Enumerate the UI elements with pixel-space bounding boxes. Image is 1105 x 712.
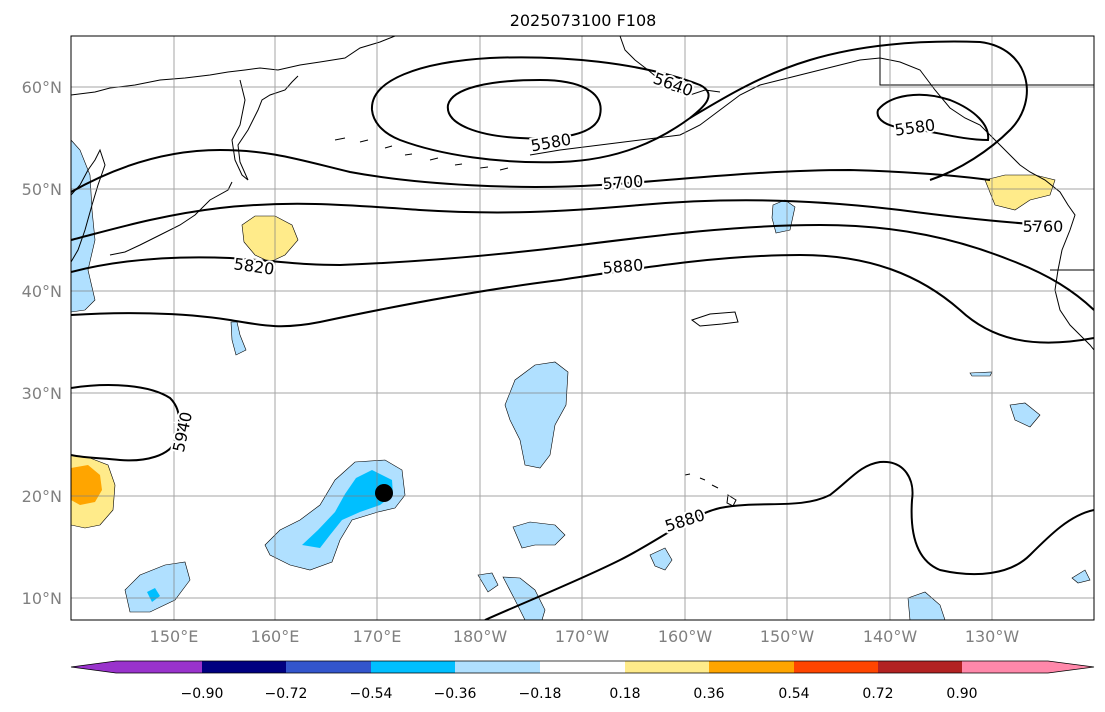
bc-coast	[989, 134, 1094, 351]
neg-anomaly-east-3	[1071, 569, 1091, 584]
contour-5580-east	[876, 93, 990, 142]
lon-axis-labels: 150°E 160°E 170°E 180°W 170°W 160°W 150°…	[150, 627, 1020, 646]
kamchatka	[231, 75, 299, 181]
alaska-mainland	[619, 36, 721, 96]
asia-coast	[71, 36, 396, 96]
colorbar-cell	[116, 661, 202, 673]
colorbar-tick-label: 0.36	[693, 686, 724, 702]
coastlines	[71, 36, 1094, 507]
lon-label-130w: 130°W	[965, 627, 1020, 646]
neg-anomaly-east-4	[969, 371, 993, 377]
colorbar-tick-labels: −0.90 −0.72 −0.54 −0.36 −0.18 0.18 0.36 …	[181, 686, 978, 702]
aleutian-islands	[334, 137, 509, 171]
pos-anomaly-gulf	[984, 174, 1056, 211]
lat-label-20: 20°N	[22, 487, 62, 506]
map-title: 2025073100 F108	[510, 11, 657, 30]
lon-label-180w: 180°W	[453, 627, 508, 646]
lon-label-170e: 170°E	[353, 627, 402, 646]
contour-5700	[71, 148, 991, 193]
colorbar-tick-label: −0.54	[350, 686, 393, 702]
colorbar-outline	[70, 660, 1095, 674]
colorbar-cells	[70, 660, 1095, 674]
colorbar-tick-label: 0.18	[609, 686, 640, 702]
hawaii	[684, 473, 737, 507]
contour-label-5760: 5760	[1023, 217, 1064, 236]
contour-5880-south	[484, 460, 1094, 620]
colorbar-cell	[1048, 661, 1094, 673]
colorbar-tick-label: −0.72	[265, 686, 308, 702]
colorbar-tick-label: −0.36	[434, 686, 477, 702]
storm-center-dot	[375, 484, 393, 502]
colorbar-tick-label: −0.90	[181, 686, 224, 702]
lon-label-160e: 160°E	[251, 627, 300, 646]
neg-anomaly-south-5	[649, 547, 673, 571]
colorbar-tick-label: 0.72	[862, 686, 893, 702]
lat-label-10: 10°N	[22, 589, 62, 608]
midway	[690, 311, 739, 327]
contour-5760	[71, 199, 1046, 241]
gridlines	[71, 36, 1094, 620]
neg-anomaly-south-2	[512, 521, 566, 549]
contour-5940	[71, 384, 181, 462]
lon-label-170w: 170°W	[555, 627, 610, 646]
lat-label-50: 50°N	[22, 180, 62, 199]
lon-label-150w: 150°W	[760, 627, 815, 646]
contour-5820	[71, 223, 1094, 311]
colorbar: −0.90 −0.72 −0.54 −0.36 −0.18 0.18 0.36 …	[70, 660, 1095, 702]
colorbar-cell	[794, 661, 878, 673]
contour-label-5700: 5700	[602, 172, 644, 194]
contour-5640-east	[689, 40, 1028, 181]
lon-label-160w: 160°W	[658, 627, 713, 646]
lat-label-30: 30°N	[22, 384, 62, 403]
contour-label-5880-north: 5880	[602, 255, 644, 277]
lon-label-140w: 140°W	[863, 627, 918, 646]
colorbar-cell	[540, 661, 625, 673]
colorbar-tick-label: 0.90	[946, 686, 977, 702]
lat-axis-labels: 10°N 20°N 30°N 40°N 50°N 60°N	[22, 78, 62, 608]
map-area: 5640 5580 5580 5700 5760 5820 5880 5880 …	[71, 36, 1094, 620]
lat-label-60: 60°N	[22, 78, 62, 97]
contour-label-5580-low: 5580	[529, 130, 572, 156]
neg-anomaly-south-3	[477, 572, 499, 593]
pos-anomaly-north	[241, 215, 299, 263]
colorbar-cell	[455, 661, 540, 673]
colorbar-cell	[962, 661, 1048, 673]
pos-anomaly-west-core	[71, 465, 102, 505]
alaska-coast	[529, 57, 991, 156]
colorbar-cell	[71, 661, 116, 673]
colorbar-cell	[878, 661, 962, 673]
neg-anomaly-storm-core	[302, 470, 393, 548]
colorbar-tick-label: −0.18	[519, 686, 562, 702]
lat-label-40: 40°N	[22, 282, 62, 301]
colorbar-cell	[371, 661, 455, 673]
colorbar-tick-label: 0.54	[778, 686, 809, 702]
contour-5880-north	[71, 253, 1094, 344]
colorbar-cell	[286, 661, 371, 673]
neg-anomaly-east-2	[907, 591, 946, 620]
neg-anomaly-east-1	[1009, 402, 1041, 428]
neg-anomaly-midpac	[504, 361, 569, 469]
height-contours	[71, 40, 1094, 620]
colorbar-cell	[625, 661, 709, 673]
contour-5580-low	[446, 78, 602, 140]
borders	[879, 36, 1094, 271]
colorbar-cell	[202, 661, 286, 673]
map-frame	[70, 35, 1095, 621]
lon-label-150e: 150°E	[150, 627, 199, 646]
colorbar-cell	[709, 661, 794, 673]
kuril-islands	[109, 181, 233, 256]
